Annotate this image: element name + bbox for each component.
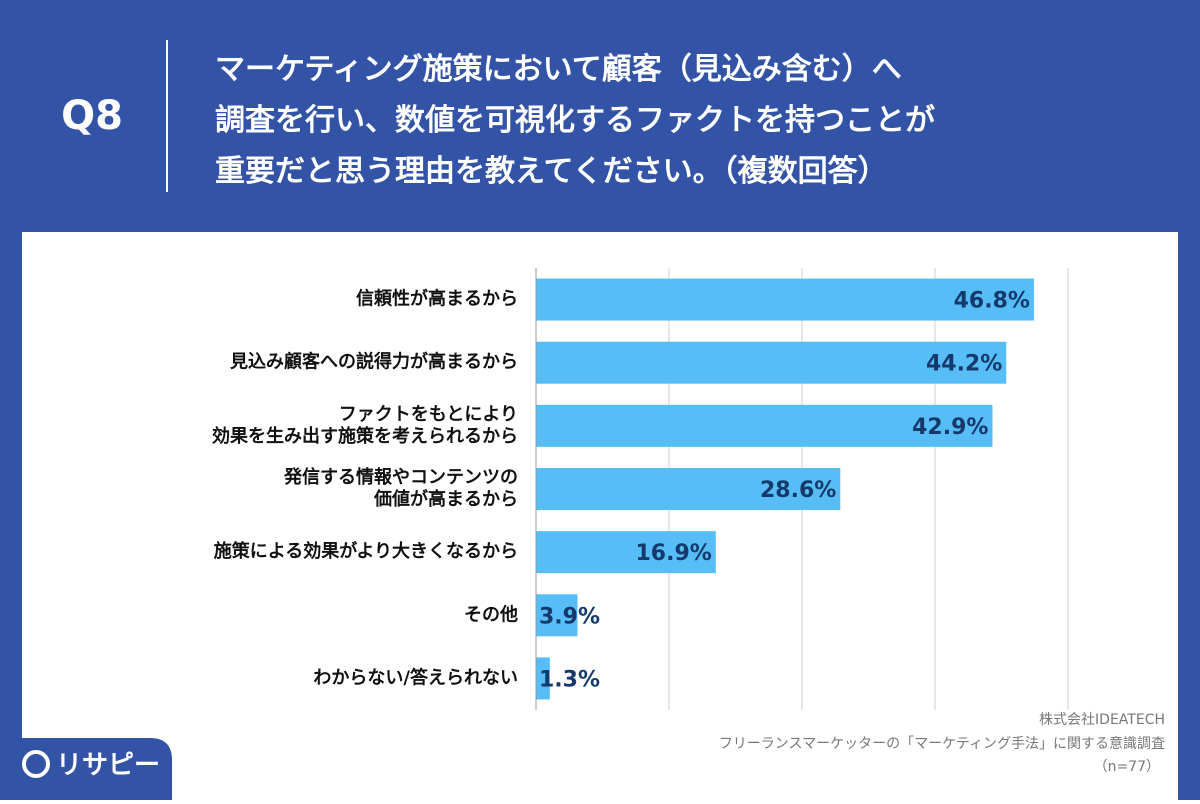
category-label: その他 [464,603,518,625]
sample-size: （n=77） [1094,759,1160,775]
category-label: 見込み顧客への説得力が高まるから [229,351,518,373]
category-label: 信頼性が高まるから [356,288,518,310]
bar [536,278,1034,321]
logo: リサピー [56,751,160,781]
source-survey: フリーランスマーケッターの「マーケティング手法」に関する意識調査 [719,735,1165,752]
category-label: ファクトをもとにより効果を生み出す施策を考えられるから [212,404,518,447]
value-label: 46.8% [954,289,1030,314]
category-label: わからない/答えられない [313,666,518,688]
value-label: 44.2% [926,352,1002,377]
category-label: 発信する情報やコンテンツの価値が高まるから [283,466,518,510]
bar [536,531,716,574]
badge: Q8 [61,93,123,139]
value-label: 3.9% [539,604,600,629]
bar [536,404,993,447]
bar [536,341,1007,384]
category-label: 施策による効果がより大きくなるから [214,540,518,562]
chart-panel [22,232,1178,800]
plot: 信頼性が高まるから 46.8% 見込み顧客への説得力が高まるから 44.2% ファクトを… [212,268,1069,710]
value-label: 1.3% [539,667,600,692]
source-company: 株式会社IDEATECH [1039,712,1165,728]
value-label: 42.9% [912,415,988,440]
value-label: 28.6% [760,478,836,503]
bar [536,657,550,700]
value-label: 16.9% [635,541,711,566]
logo-icon [22,750,50,778]
chart-title: マーケティング施策において顧客（見込み含む）へ調査を行い、数値を可視化するファク… [215,52,935,189]
bar [536,468,841,510]
bar [536,594,578,637]
